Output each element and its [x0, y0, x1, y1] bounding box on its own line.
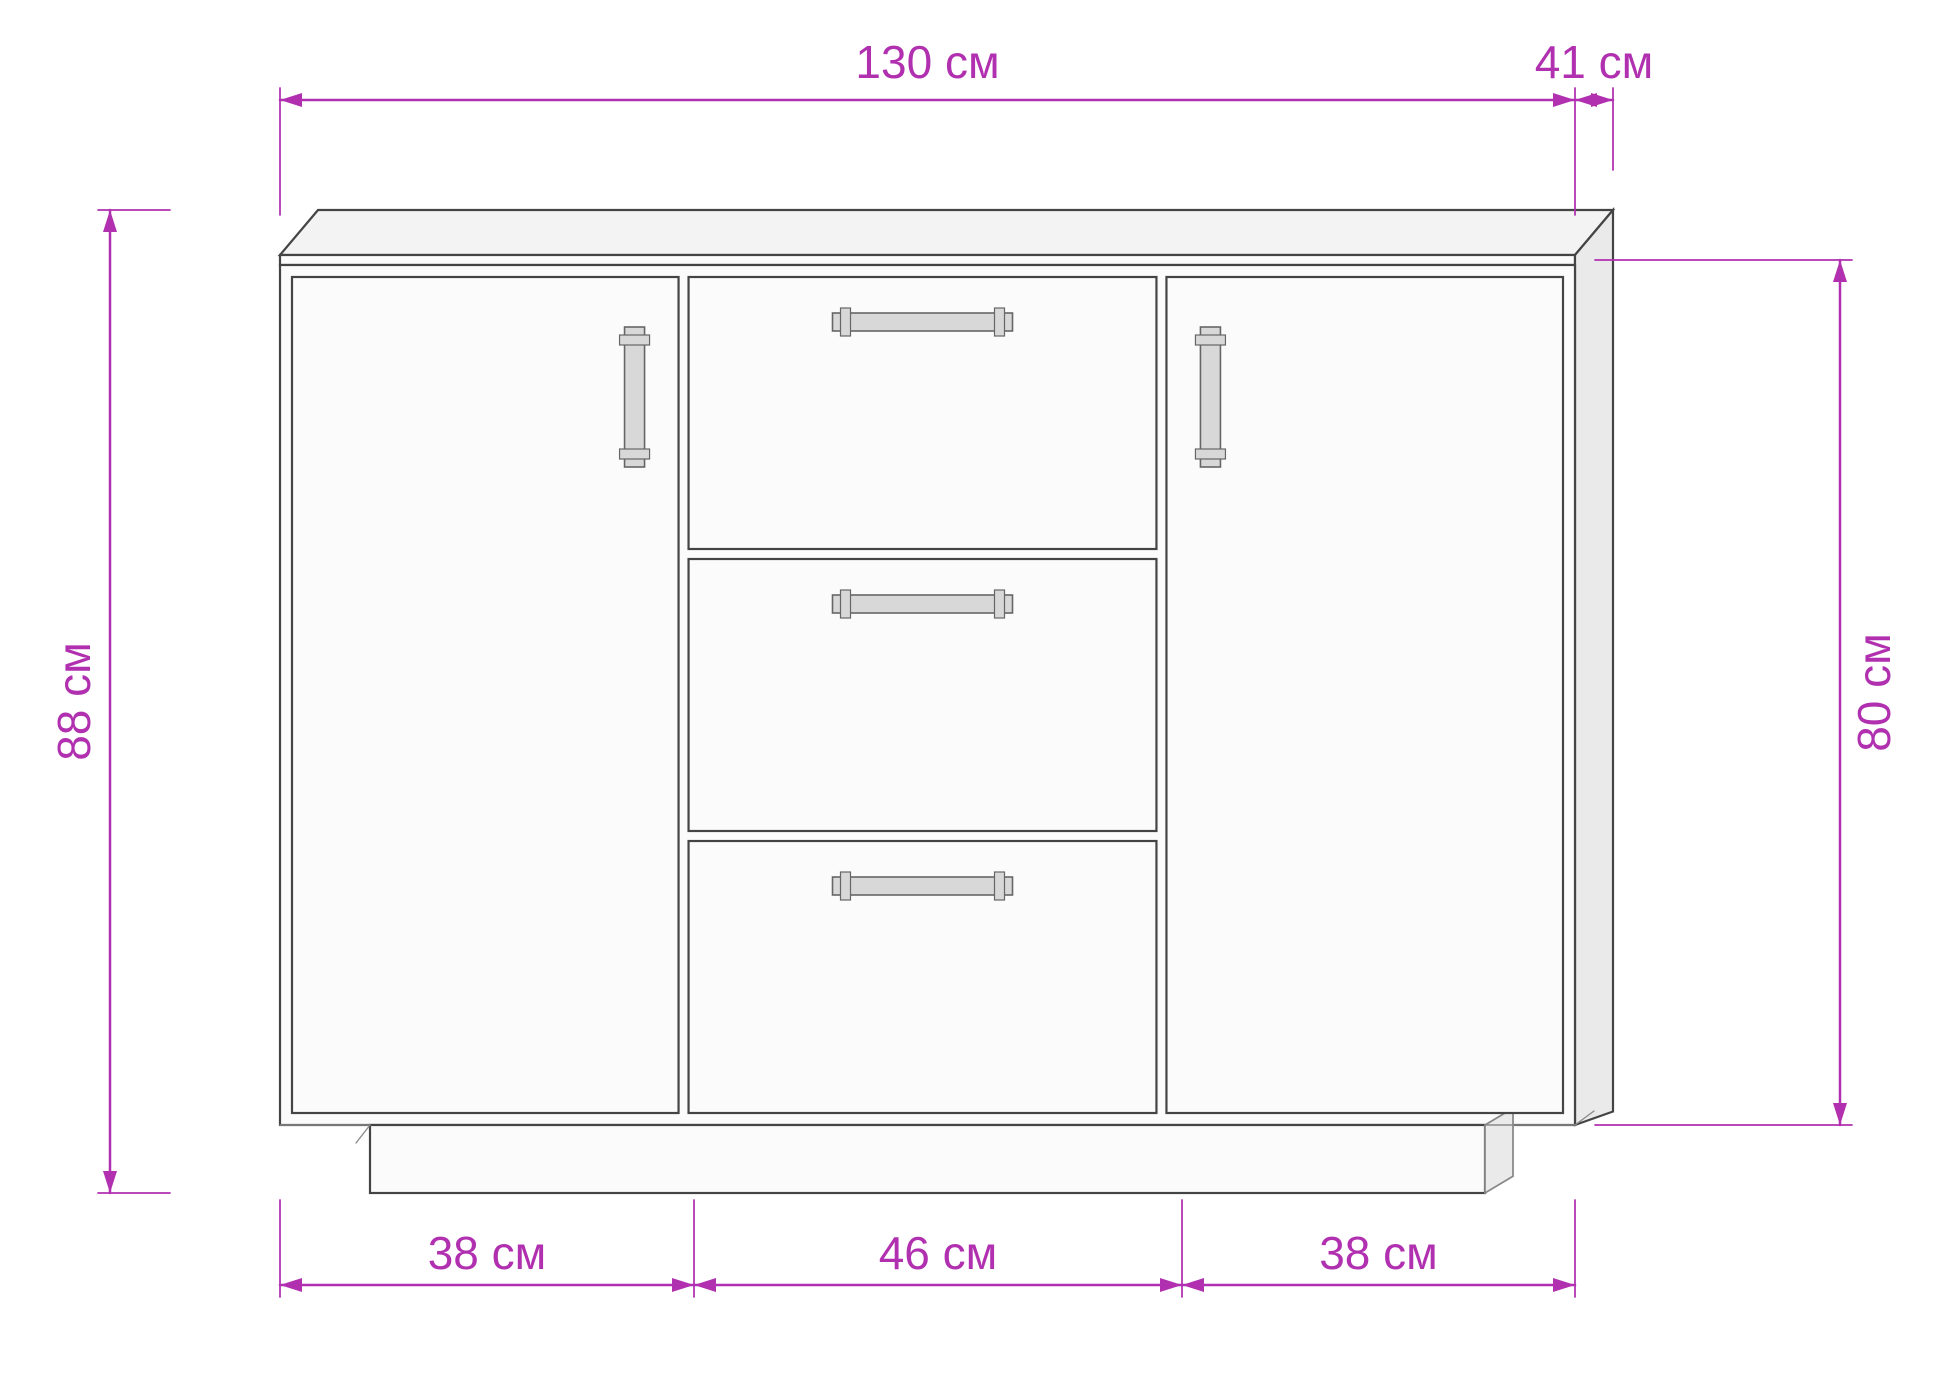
drawer-handle [833, 595, 1013, 613]
drawer-handle [833, 313, 1013, 331]
dim-top-depth: 41 см [1535, 36, 1654, 88]
dim-bottom_left: 38 см [428, 1227, 547, 1279]
dim-bottom_right: 38 см [1319, 1227, 1438, 1279]
door-handle [625, 327, 645, 467]
furniture-cabinet [280, 210, 1613, 1193]
side-panel [1575, 210, 1613, 1125]
dim-top-width: 130 см [855, 36, 999, 88]
door-handle [1200, 327, 1220, 467]
top-surface [280, 210, 1613, 255]
dim-bottom_center: 46 см [879, 1227, 998, 1279]
dim-height-right: 80 см [1848, 633, 1900, 752]
left-door [292, 277, 679, 1113]
drawer-handle [833, 877, 1013, 895]
dim-height-left: 88 см [48, 642, 100, 761]
right-door [1166, 277, 1563, 1113]
base-front [370, 1125, 1485, 1193]
